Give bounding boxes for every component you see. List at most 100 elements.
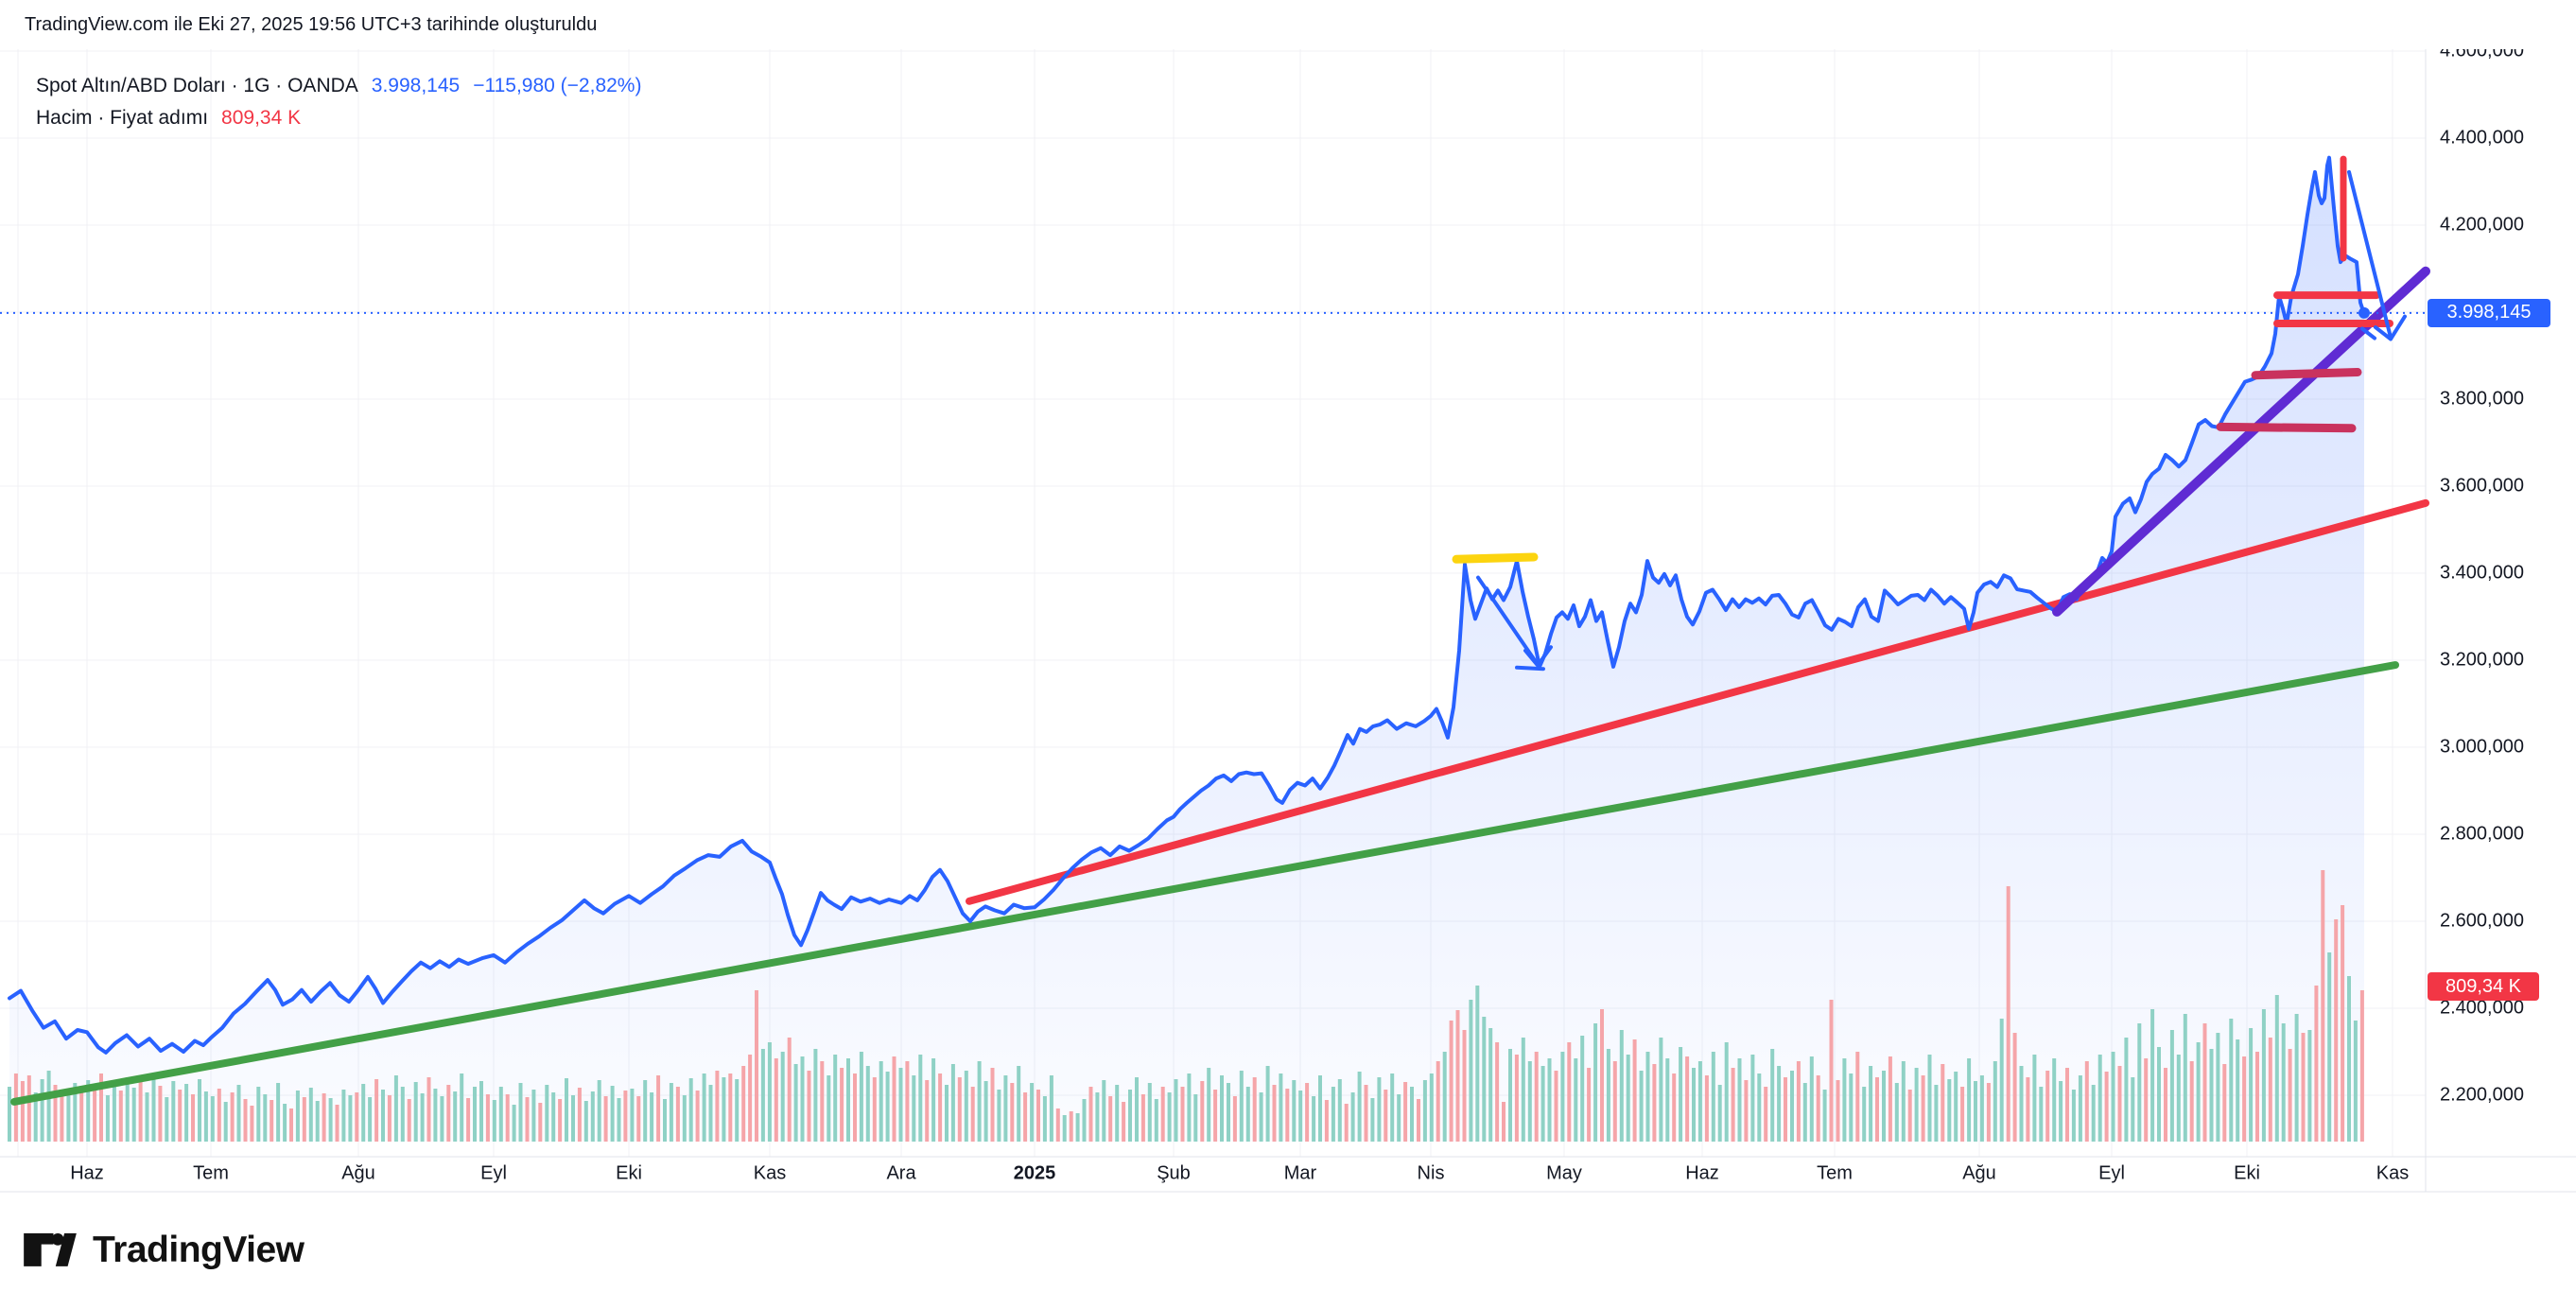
time-axis-label[interactable]: Nis [1417,1162,1445,1184]
volume-bar [8,1087,11,1142]
price-axis-label[interactable]: 3.000,000 [2440,736,2524,758]
volume-bar [1417,1099,1420,1142]
volume-bar [256,1087,261,1142]
time-axis-label[interactable]: Eki [616,1162,642,1184]
time-axis-label[interactable]: Tem [193,1162,229,1184]
volume-bar [1174,1079,1178,1142]
time-axis-label[interactable]: Ağu [341,1162,375,1184]
time-axis-label[interactable]: Eyl [480,1162,507,1184]
yellow-resistance-segment[interactable] [1452,552,1539,564]
volume-bar [1921,1075,1925,1142]
volume-bar [26,1075,31,1142]
time-axis-label[interactable]: 2025 [1013,1162,1056,1184]
price-axis-label[interactable]: 2.200,000 [2440,1084,2524,1106]
volume-bar [2065,1068,2069,1142]
time-axis-label[interactable]: May [1546,1162,1582,1184]
volume-bar [440,1096,444,1142]
volume-bar [1475,986,1480,1142]
time-axis-label[interactable]: Kas [2376,1162,2410,1184]
time-axis-label[interactable]: Haz [70,1162,104,1184]
tradingview-logo-text: TradingView [93,1230,305,1270]
red-trendline[interactable] [966,498,2429,905]
volume-bar [1227,1083,1230,1142]
volume-bar [964,1071,968,1142]
volume-bar [2236,1039,2240,1142]
volume-bar [1560,1052,1565,1142]
volume-bar [1784,1077,1787,1142]
time-axis-label[interactable]: Eyl [2098,1162,2125,1184]
volume-bar [715,1071,720,1142]
blue-arrow-may[interactable] [1523,645,1553,668]
price-axis-label[interactable]: 3.600,000 [2440,475,2524,497]
price-axis-label[interactable]: 4.200,000 [2440,214,2524,236]
volume-bar [571,1095,575,1142]
blue-arrow-october[interactable] [2347,169,2393,340]
volume-bar [1869,1066,1873,1142]
volume-bar [1010,1083,1015,1142]
volume-bar [1875,1077,1879,1142]
volume-bar [1265,1066,1270,1142]
time-axis-label[interactable]: Tem [1817,1162,1853,1184]
volume-bar [2216,1033,2220,1142]
volume-bar [1088,1087,1093,1142]
rose-level-segment-3[interactable] [2251,368,2362,380]
volume-bar [263,1094,268,1142]
rose-level-segment-4[interactable] [2216,422,2357,433]
volume-bar [885,1072,890,1142]
volume-bar [2097,1055,2102,1142]
price-axis-label[interactable]: 3.200,000 [2440,649,2524,671]
tradingview-logo[interactable]: TradingView [23,1230,305,1271]
time-axis-label[interactable]: Eki [2234,1162,2260,1184]
volume-bar [2052,1058,2057,1142]
volume-bar [905,1061,910,1142]
price-axis-label[interactable]: 3.400,000 [2440,562,2524,584]
volume-bar [820,1061,825,1142]
time-axis-label[interactable]: Haz [1685,1162,1719,1184]
volume-bar [702,1073,706,1142]
volume-bar [1023,1092,1028,1142]
volume-bar [1245,1087,1250,1142]
volume-bar [1259,1092,1263,1142]
volume-bar [1147,1083,1152,1142]
time-axis-label[interactable]: Şub [1157,1162,1191,1184]
volume-bar [1692,1068,1696,1142]
legend-symbol-row[interactable]: Spot Altın/ABD Doları · 1G · OANDA 3.998… [36,70,641,102]
volume-bar [1036,1090,1040,1142]
volume-bar [1606,1049,1610,1142]
price-axis-label[interactable]: 3.800,000 [2440,388,2524,410]
time-axis-label[interactable]: Ağu [1962,1162,1996,1184]
price-axis-label[interactable]: 2.600,000 [2440,910,2524,932]
volume-bar [2261,1009,2266,1142]
banner-text: TradingView.com ile Eki 27, 2025 19:56 U… [25,13,598,35]
blue-arrow-october[interactable] [2374,314,2407,341]
volume-bar [1574,1058,1578,1142]
volume-bar [1069,1111,1073,1142]
volume-bar [203,1091,208,1142]
time-axis-label[interactable]: Kas [753,1162,787,1184]
price-axis-label[interactable]: 2.800,000 [2440,823,2524,845]
volume-bar [859,1052,863,1142]
volume-bar [2104,1072,2109,1142]
volume-bar [1298,1091,1303,1142]
blue-arrow-october[interactable] [2360,326,2376,340]
legend-volume-row[interactable]: Hacim · Fiyat adımı 809,34 K [36,102,641,134]
time-axis-label[interactable]: Ara [886,1162,916,1184]
blue-arrow-may[interactable] [1515,665,1545,672]
green-trendline[interactable] [10,661,2399,1106]
price-axis-label[interactable]: 4.400,000 [2440,127,2524,148]
volume-bar [250,1106,254,1142]
volume-bar [2078,1075,2082,1142]
volume-bar [387,1095,392,1142]
volume-bar [525,1097,530,1142]
price-axis-label[interactable]: 2.400,000 [2440,997,2524,1019]
volume-bar [413,1082,418,1142]
volume-bar [2347,976,2351,1142]
volume-bar [1003,1075,1008,1142]
time-axis-label[interactable]: Mar [1283,1162,1317,1184]
blue-arrow-may[interactable] [1476,575,1540,667]
volume-bar [381,1090,385,1142]
volume-bar [558,1099,563,1142]
volume-bar [1901,1061,1906,1142]
volume-bar [2242,1056,2247,1142]
